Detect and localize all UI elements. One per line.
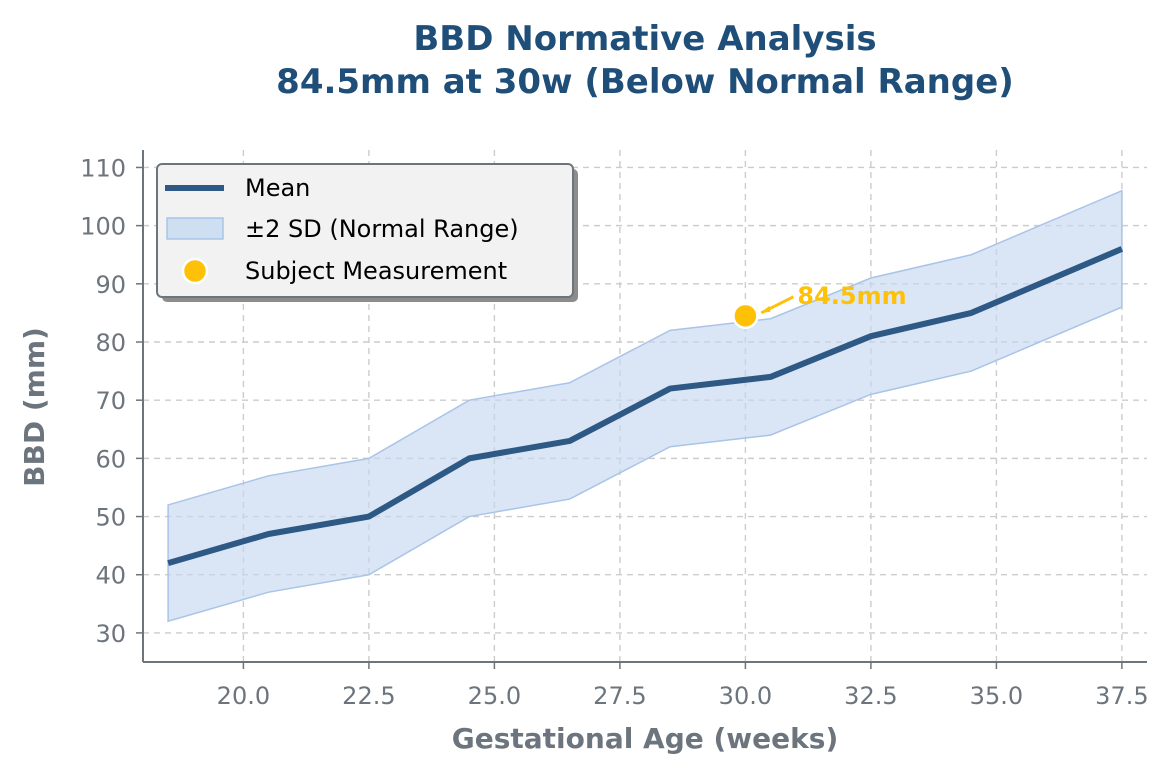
y-tick-label: 70 — [95, 387, 126, 415]
x-tick-label: 37.5 — [1095, 682, 1148, 710]
y-tick-label: 50 — [95, 504, 126, 532]
subject-measurement-point — [732, 302, 759, 330]
y-tick-label: 40 — [95, 562, 126, 590]
legend-box — [156, 163, 574, 298]
x-tick-label: 22.5 — [342, 682, 395, 710]
x-tick-label: 35.0 — [970, 682, 1023, 710]
x-tick-label: 27.5 — [593, 682, 646, 710]
legend-swatch-band — [166, 217, 224, 240]
y-axis-label: BBD (mm) — [18, 327, 51, 487]
plot-area: 84.5mm 20.0 22.5 25.0 27.5 30.0 32.5 35.0 37.5 30… — [80, 150, 1149, 710]
y-tick-label: 100 — [80, 213, 126, 241]
y-tick-label: 60 — [95, 445, 126, 473]
x-tick-label: 20.0 — [217, 682, 270, 710]
annotation-arrow-head — [760, 305, 771, 313]
chart-title: BBD Normative Analysis — [413, 19, 876, 59]
y-tick-label: 110 — [80, 154, 126, 182]
chart-subtitle: 84.5mm at 30w (Below Normal Range) — [276, 62, 1014, 102]
legend-swatch-point — [181, 257, 209, 285]
legend: Mean ±2 SD (Normal Range) Subject Measurem… — [156, 163, 578, 302]
annotation-label: 84.5mm — [797, 282, 906, 310]
x-tick-label: 25.0 — [468, 682, 521, 710]
y-tick-label: 90 — [95, 271, 126, 299]
x-tick-label: 32.5 — [844, 682, 897, 710]
normal-range-band — [167, 189, 1123, 623]
x-tick-label: 30.0 — [719, 682, 772, 710]
y-tick-label: 80 — [95, 329, 126, 357]
x-axis-label: Gestational Age (weeks) — [452, 722, 839, 755]
y-tick-label: 30 — [95, 620, 126, 648]
legend-label-point: Subject Measurement — [245, 257, 507, 285]
mean-line — [167, 246, 1124, 566]
legend-label-band: ±2 SD (Normal Range) — [245, 215, 519, 243]
legend-label-mean: Mean — [245, 174, 310, 202]
